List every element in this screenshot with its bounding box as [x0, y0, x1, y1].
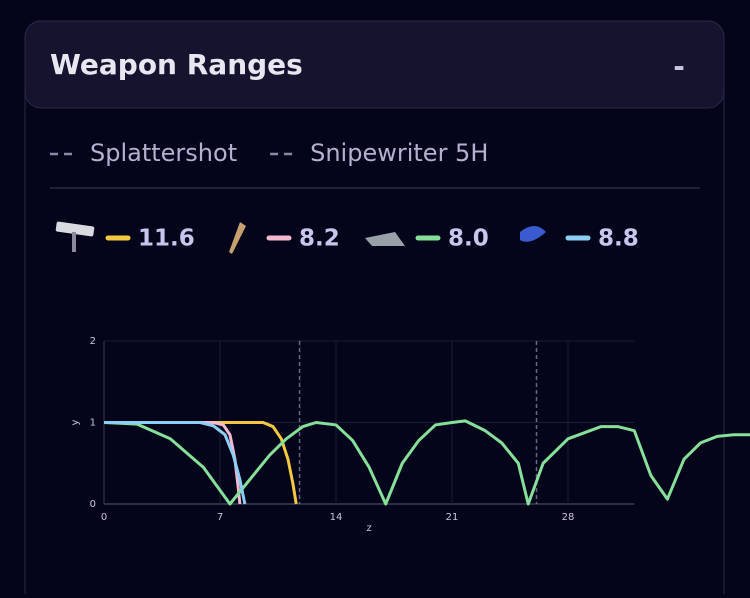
x-axis-label: z	[367, 523, 372, 534]
legend-label: Splattershot	[90, 139, 237, 167]
collapse-toggle[interactable]: -	[673, 50, 685, 83]
y-tick-label: 0	[90, 499, 96, 510]
range-value: 8.2	[299, 226, 340, 252]
weapon-icons	[55, 221, 546, 254]
series-line	[104, 421, 242, 505]
series-line	[104, 421, 298, 505]
series-line	[104, 421, 247, 505]
icon-roller	[55, 221, 95, 237]
title: Weapon Ranges	[50, 48, 303, 81]
card-header	[24, 20, 725, 109]
range-value: 11.6	[138, 226, 195, 252]
x-tick-label: 0	[101, 512, 107, 523]
icon-splatling	[520, 226, 546, 242]
legend-label: Snipewriter 5H	[310, 139, 488, 167]
x-tick-label: 7	[217, 512, 223, 523]
y-tick-label: 1	[90, 418, 96, 429]
range-value: 8.8	[598, 226, 639, 252]
range-value: 8.0	[448, 226, 489, 252]
y-tick-label: 2	[90, 336, 96, 347]
series-line	[103, 419, 750, 506]
x-tick-label: 28	[562, 512, 575, 523]
icon-roller	[72, 232, 76, 252]
y-axis-label: y	[70, 419, 81, 425]
x-tick-label: 21	[446, 512, 459, 523]
icon-charger	[365, 232, 405, 246]
icon-brush	[229, 222, 246, 254]
x-tick-label: 14	[330, 512, 343, 523]
